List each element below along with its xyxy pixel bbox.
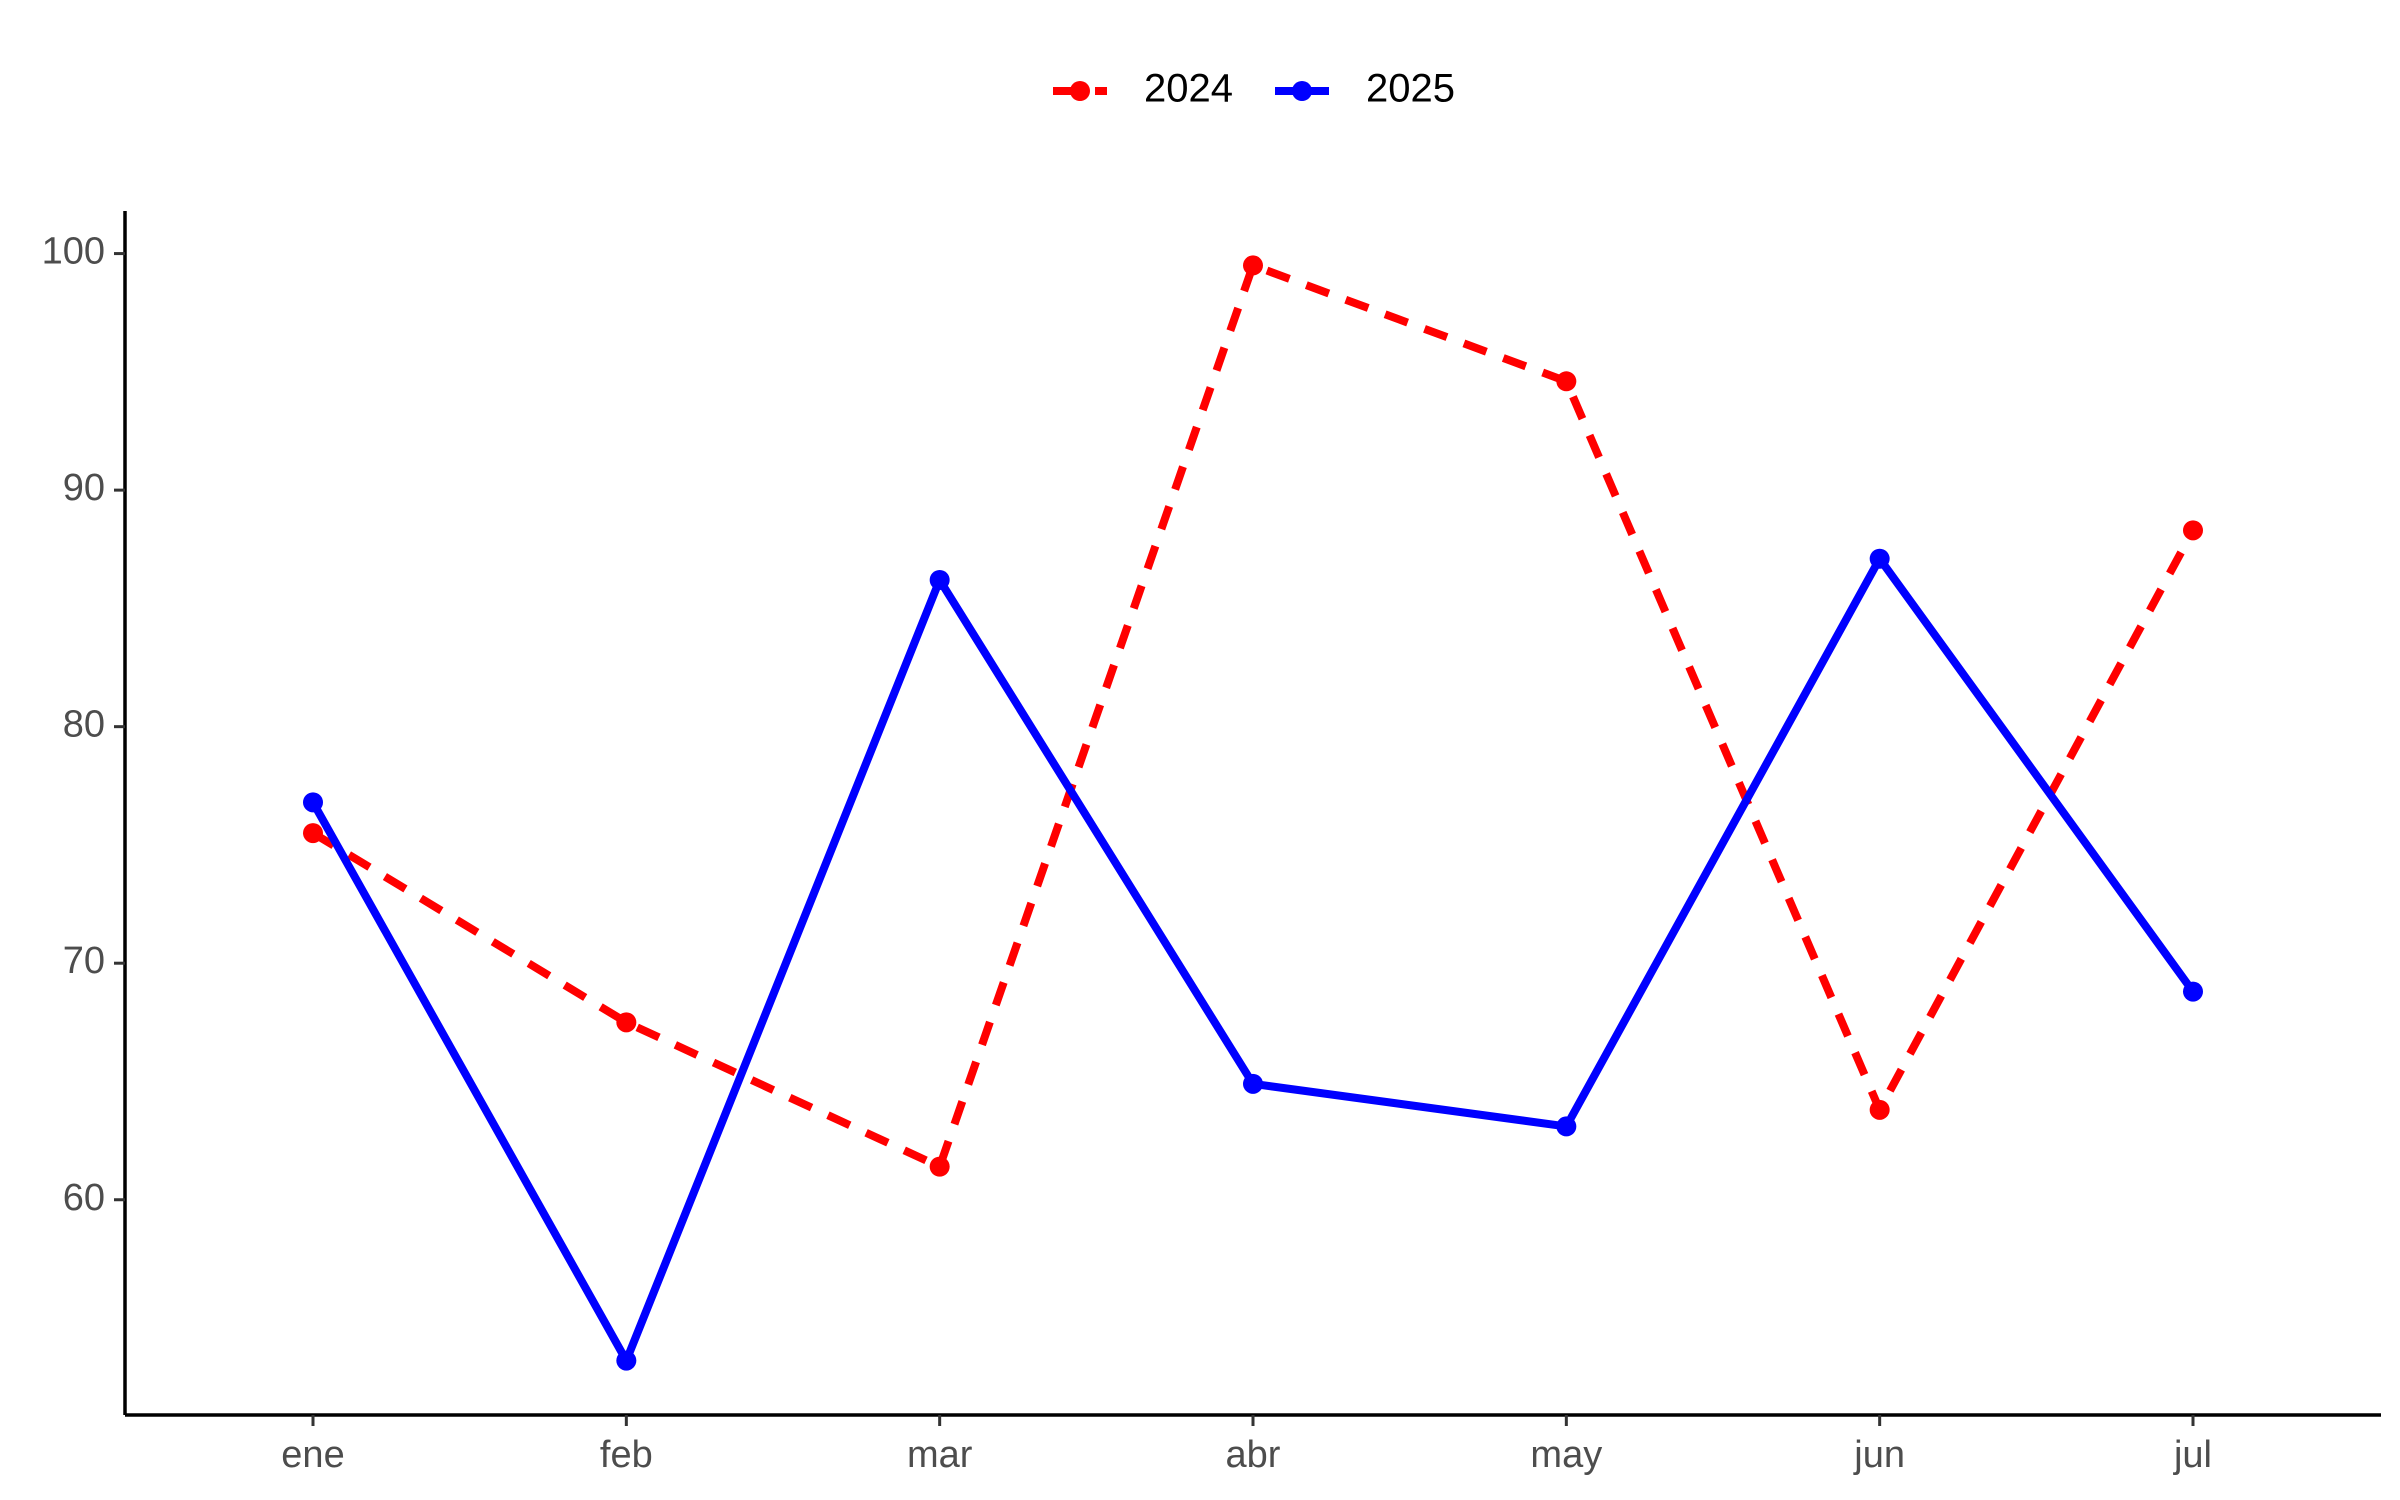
y-tick-label: 70 (63, 940, 105, 982)
series-point (303, 823, 323, 844)
series-point (1869, 548, 1890, 569)
y-tick-label: 100 (42, 231, 105, 273)
legend-key-point (1292, 81, 1312, 101)
series-point (616, 1012, 637, 1033)
series-point (1556, 371, 1577, 392)
series-point (1243, 1073, 1263, 1094)
y-tick-label: 80 (63, 704, 105, 746)
legend-key-point (1070, 81, 1090, 101)
x-tick-label: feb (600, 1434, 653, 1476)
series-point (2183, 981, 2203, 1002)
series-point (1869, 1099, 1890, 1120)
series-point (929, 1156, 950, 1177)
x-tick-label: ene (281, 1434, 344, 1476)
x-tick-label: jun (1853, 1434, 1905, 1476)
series-line (309, 551, 2197, 1370)
series-point (1243, 255, 1263, 276)
x-tick-label: jul (2173, 1434, 2212, 1476)
series-point (929, 570, 950, 591)
x-tick-label: may (1530, 1434, 1602, 1476)
y-tick-label: 90 (63, 467, 105, 509)
x-tick-label: mar (907, 1434, 973, 1476)
x-tick-label: abr (1226, 1434, 1281, 1476)
series-point (616, 1350, 637, 1371)
series-point (1556, 1116, 1577, 1137)
legend-label: 2024 (1144, 67, 1233, 111)
series-line (310, 260, 2197, 1173)
legend-label: 2025 (1366, 67, 1455, 111)
series-point (303, 792, 323, 813)
series-point (2183, 520, 2203, 541)
y-tick-label: 60 (63, 1177, 105, 1219)
